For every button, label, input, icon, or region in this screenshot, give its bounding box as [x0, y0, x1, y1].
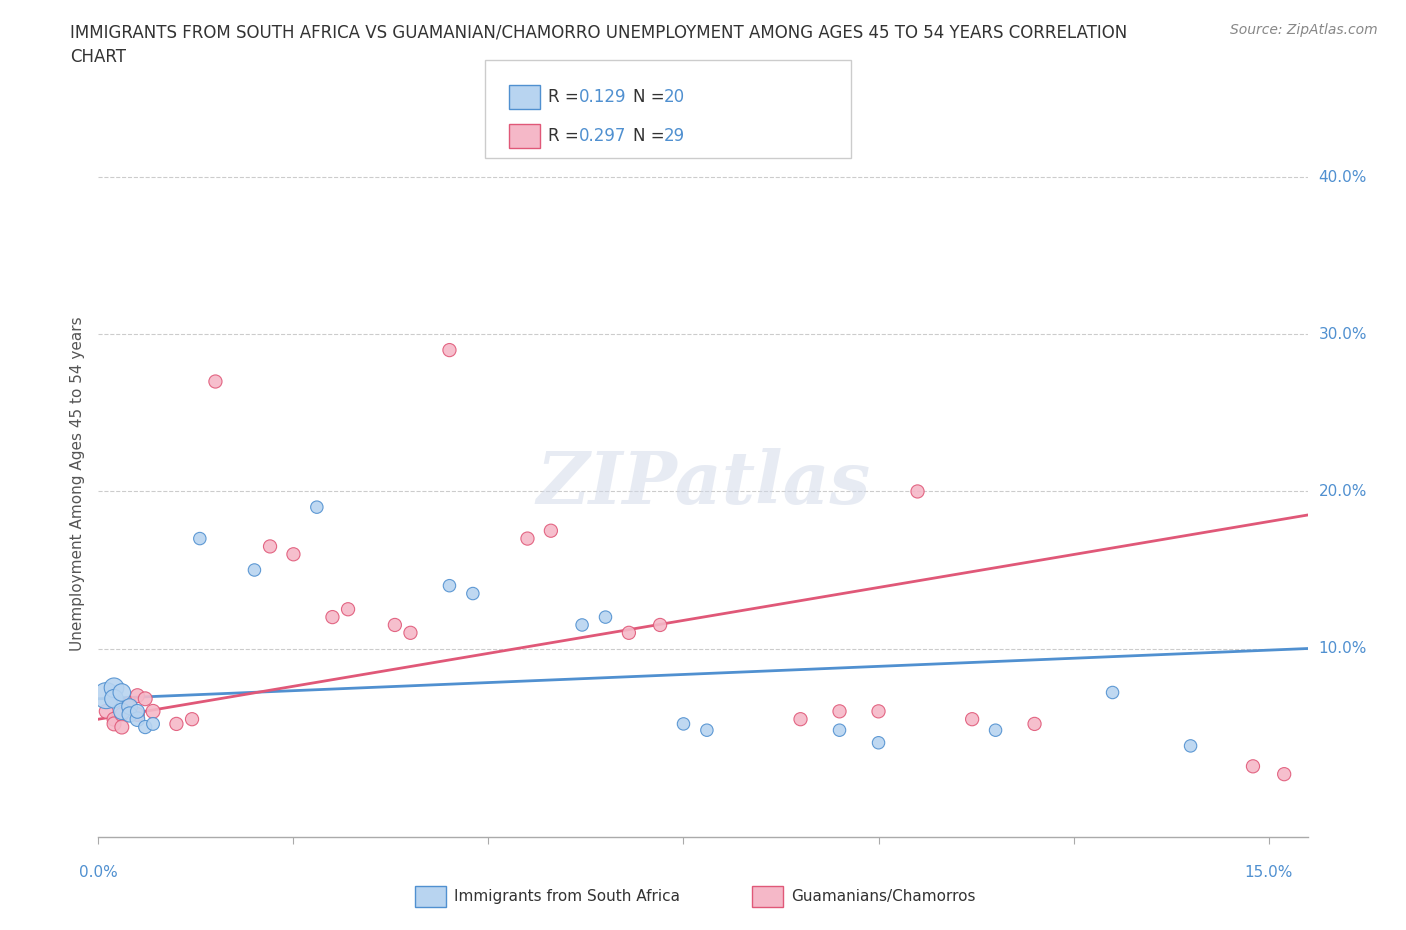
Point	[1241, 759, 1264, 774]
Point	[127, 704, 149, 719]
Text: 20.0%: 20.0%	[1319, 484, 1367, 499]
Point	[1272, 766, 1295, 781]
Text: 0.0%: 0.0%	[79, 865, 118, 880]
Point	[96, 688, 118, 703]
Point	[399, 625, 422, 640]
Point	[672, 716, 695, 731]
Point	[259, 539, 281, 554]
Text: N =: N =	[633, 126, 669, 145]
Point	[984, 723, 1007, 737]
Text: 10.0%: 10.0%	[1319, 641, 1367, 656]
Point	[1101, 685, 1123, 700]
Point	[828, 723, 851, 737]
Point	[243, 563, 266, 578]
Point	[384, 618, 406, 632]
Point	[960, 711, 983, 726]
Point	[648, 618, 671, 632]
Point	[321, 610, 343, 625]
Point	[188, 531, 211, 546]
Point	[118, 707, 141, 722]
Point	[127, 707, 149, 722]
Text: 15.0%: 15.0%	[1244, 865, 1292, 880]
Text: 40.0%: 40.0%	[1319, 170, 1367, 185]
Point	[305, 499, 328, 514]
Text: R =: R =	[548, 126, 585, 145]
Text: 30.0%: 30.0%	[1319, 326, 1367, 342]
Point	[96, 704, 118, 719]
Point	[103, 691, 125, 706]
Point	[118, 701, 141, 716]
Point	[111, 704, 134, 719]
Point	[1180, 738, 1202, 753]
Point	[111, 685, 134, 700]
Point	[789, 711, 811, 726]
Y-axis label: Unemployment Among Ages 45 to 54 years: Unemployment Among Ages 45 to 54 years	[70, 316, 86, 651]
Point	[439, 578, 461, 593]
Point	[181, 711, 204, 726]
Text: 29: 29	[664, 126, 685, 145]
Point	[142, 716, 165, 731]
Point	[439, 342, 461, 357]
Point	[868, 736, 890, 751]
Text: ZIPatlas: ZIPatlas	[536, 448, 870, 519]
Point	[617, 625, 640, 640]
Text: Immigrants from South Africa: Immigrants from South Africa	[454, 889, 681, 904]
Point	[111, 707, 134, 722]
Point	[134, 720, 156, 735]
Point	[127, 711, 149, 726]
Text: Guamanians/Chamorros: Guamanians/Chamorros	[792, 889, 976, 904]
Point	[337, 602, 360, 617]
Point	[828, 704, 851, 719]
Point	[118, 696, 141, 711]
Point	[540, 524, 562, 538]
Text: N =: N =	[633, 87, 669, 106]
Point	[111, 720, 134, 735]
Point	[595, 610, 617, 625]
Text: 20: 20	[664, 87, 685, 106]
Text: Source: ZipAtlas.com: Source: ZipAtlas.com	[1230, 23, 1378, 37]
Point	[461, 586, 484, 601]
Point	[103, 711, 125, 726]
Point	[134, 691, 156, 706]
Point	[868, 704, 890, 719]
Point	[516, 531, 538, 546]
Point	[103, 716, 125, 731]
Point	[118, 699, 141, 714]
Point	[1024, 716, 1046, 731]
Text: 0.129: 0.129	[579, 87, 627, 106]
Point	[283, 547, 305, 562]
Point	[696, 723, 718, 737]
Point	[127, 688, 149, 703]
Text: 0.297: 0.297	[579, 126, 627, 145]
Point	[165, 716, 187, 731]
Point	[204, 374, 226, 389]
Text: IMMIGRANTS FROM SOUTH AFRICA VS GUAMANIAN/CHAMORRO UNEMPLOYMENT AMONG AGES 45 TO: IMMIGRANTS FROM SOUTH AFRICA VS GUAMANIA…	[70, 23, 1128, 66]
Point	[103, 681, 125, 696]
Text: R =: R =	[548, 87, 585, 106]
Point	[907, 484, 929, 498]
Point	[142, 704, 165, 719]
Point	[571, 618, 593, 632]
